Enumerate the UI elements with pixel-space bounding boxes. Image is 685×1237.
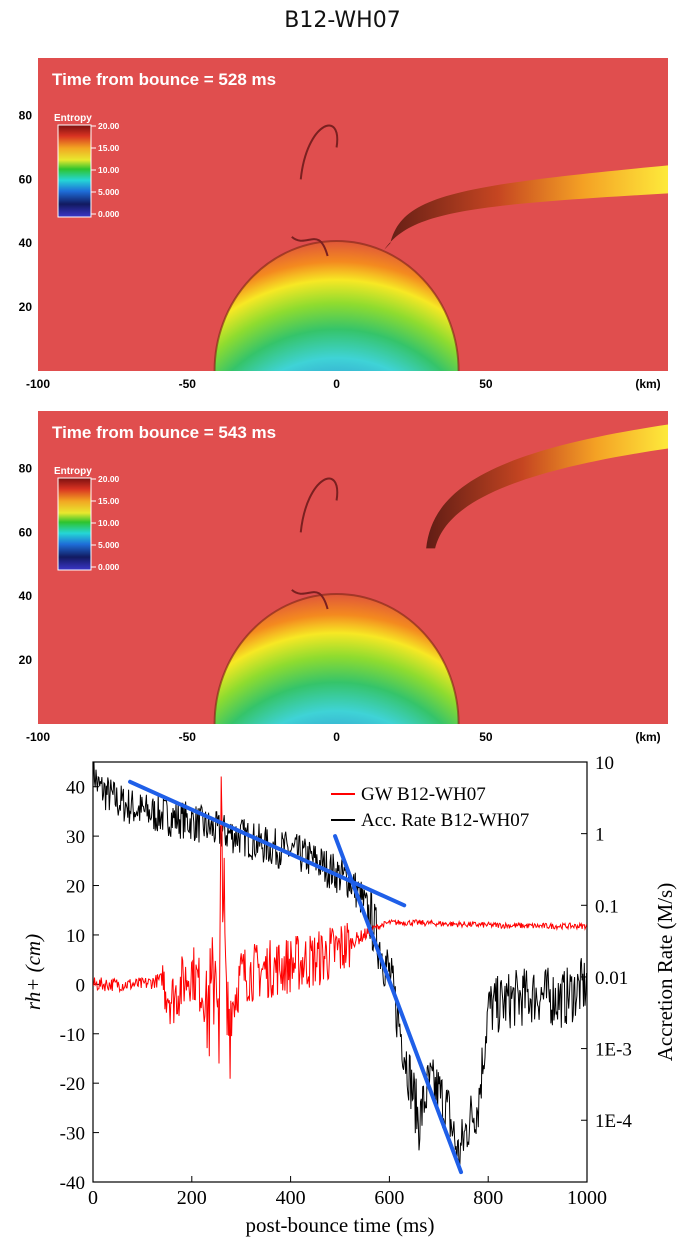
x-tick-label: -100 bbox=[26, 377, 50, 391]
y-axis-label: rh+ (cm) bbox=[21, 934, 45, 1010]
y-tick-label: -30 bbox=[60, 1124, 85, 1145]
shock-front bbox=[213, 240, 460, 371]
entropy-wisp bbox=[299, 477, 339, 533]
colorbar-tick-label: 5.000 bbox=[98, 540, 120, 550]
high-entropy-plume bbox=[426, 424, 668, 549]
proto-neutron-star bbox=[214, 241, 459, 371]
colorbar-tick-label: 0.000 bbox=[98, 209, 120, 219]
y-tick-label: 60 bbox=[19, 525, 33, 539]
x-tick-label: 0 bbox=[333, 730, 340, 744]
y-tick-label: -10 bbox=[60, 1025, 85, 1046]
trend-fit-line bbox=[333, 834, 464, 1175]
y2-tick-label: 0.01 bbox=[595, 968, 628, 989]
colorbar-tick-label: 10.00 bbox=[98, 165, 120, 175]
x-tick-label: 1000 bbox=[567, 1187, 607, 1209]
y-tick-label: -20 bbox=[60, 1074, 85, 1095]
entropy-panel-528ms: Time from bounce = 528 ms Entropy 20.00 15.… bbox=[19, 58, 668, 391]
y-tick-label: 20 bbox=[66, 877, 85, 898]
accretion-series-line bbox=[93, 762, 587, 1169]
entropy-colorbar bbox=[57, 477, 92, 571]
y-tick-label: 20 bbox=[19, 653, 33, 667]
y2-axis-label: Accretion Rate (M/s) bbox=[653, 883, 677, 1061]
y-tick-label: 0 bbox=[76, 975, 86, 996]
x-tick-label: 200 bbox=[177, 1187, 207, 1209]
x-tick-label: 50 bbox=[479, 730, 493, 744]
colorbar-tick-label: 10.00 bbox=[98, 518, 120, 528]
y-tick-label: 80 bbox=[19, 108, 33, 122]
x-unit-label: (km) bbox=[635, 730, 660, 744]
legend-label: Acc. Rate B12-WH07 bbox=[361, 810, 529, 831]
x-tick-label: -50 bbox=[179, 730, 197, 744]
y2-tick-label: 1 bbox=[595, 825, 605, 846]
y2-tick-label: 10 bbox=[595, 753, 614, 774]
plot-area bbox=[93, 762, 587, 1175]
entropy-features bbox=[213, 124, 668, 371]
entropy-wisp bbox=[291, 589, 329, 610]
time-from-bounce-label: Time from bounce = 543 ms bbox=[52, 423, 276, 442]
figure-title: B12-WH07 bbox=[284, 8, 401, 33]
entropy-colorbar bbox=[57, 124, 92, 218]
legend-label: GW B12-WH07 bbox=[361, 784, 486, 805]
colorbar-tick-label: 15.00 bbox=[98, 496, 120, 506]
colorbar-title: Entropy bbox=[54, 466, 92, 477]
gw-series-line bbox=[93, 776, 587, 1079]
entropy-panel-543ms: Time from bounce = 543 ms Entropy 20.00 15.… bbox=[19, 411, 668, 744]
y-tick-label: 10 bbox=[66, 926, 85, 947]
shock-front bbox=[213, 593, 460, 724]
x-tick-label: 0 bbox=[88, 1187, 98, 1209]
x-axis-label: post-bounce time (ms) bbox=[246, 1213, 435, 1237]
y-tick-label: 40 bbox=[66, 778, 85, 799]
y-tick-label: 40 bbox=[19, 589, 33, 603]
colorbar-tick-label: 20.00 bbox=[98, 474, 120, 484]
x-tick-label: -50 bbox=[179, 377, 197, 391]
x-tick-label: 50 bbox=[479, 377, 493, 391]
proto-neutron-star bbox=[214, 594, 459, 724]
y2-tick-label: 0.1 bbox=[595, 896, 619, 917]
x-tick-label: -100 bbox=[26, 730, 50, 744]
entropy-wisp bbox=[299, 124, 339, 180]
y-tick-label: 60 bbox=[19, 172, 33, 186]
trend-fit-line bbox=[128, 779, 407, 908]
y-tick-label: -40 bbox=[60, 1173, 85, 1194]
y2-tick-label: 1E-3 bbox=[595, 1040, 632, 1061]
entropy-wisp bbox=[291, 236, 329, 257]
gw-accretion-chart: 0 200 400 600 800 1000403020100-10-20-30-4010… bbox=[21, 753, 677, 1237]
x-tick-label: 600 bbox=[374, 1187, 404, 1209]
colorbar-tick-label: 0.000 bbox=[98, 562, 120, 572]
y-tick-label: 30 bbox=[66, 827, 85, 848]
x-unit-label: (km) bbox=[635, 377, 660, 391]
high-entropy-plume bbox=[384, 165, 668, 250]
time-from-bounce-label: Time from bounce = 528 ms bbox=[52, 70, 276, 89]
y-tick-label: 20 bbox=[19, 300, 33, 314]
y2-tick-label: 1E-4 bbox=[595, 1111, 632, 1132]
y-tick-label: 40 bbox=[19, 236, 33, 250]
colorbar-tick-label: 5.000 bbox=[98, 187, 120, 197]
x-tick-label: 400 bbox=[276, 1187, 306, 1209]
colorbar-title: Entropy bbox=[54, 113, 92, 124]
x-tick-label: 0 bbox=[333, 377, 340, 391]
x-tick-label: 800 bbox=[473, 1187, 503, 1209]
y-tick-label: 80 bbox=[19, 461, 33, 475]
legend: GW B12-WH07 Acc. Rate B12-WH07 bbox=[331, 784, 529, 831]
entropy-features bbox=[213, 424, 668, 724]
colorbar-tick-label: 20.00 bbox=[98, 121, 120, 131]
colorbar-tick-label: 15.00 bbox=[98, 143, 120, 153]
plot-frame bbox=[92, 761, 588, 1183]
